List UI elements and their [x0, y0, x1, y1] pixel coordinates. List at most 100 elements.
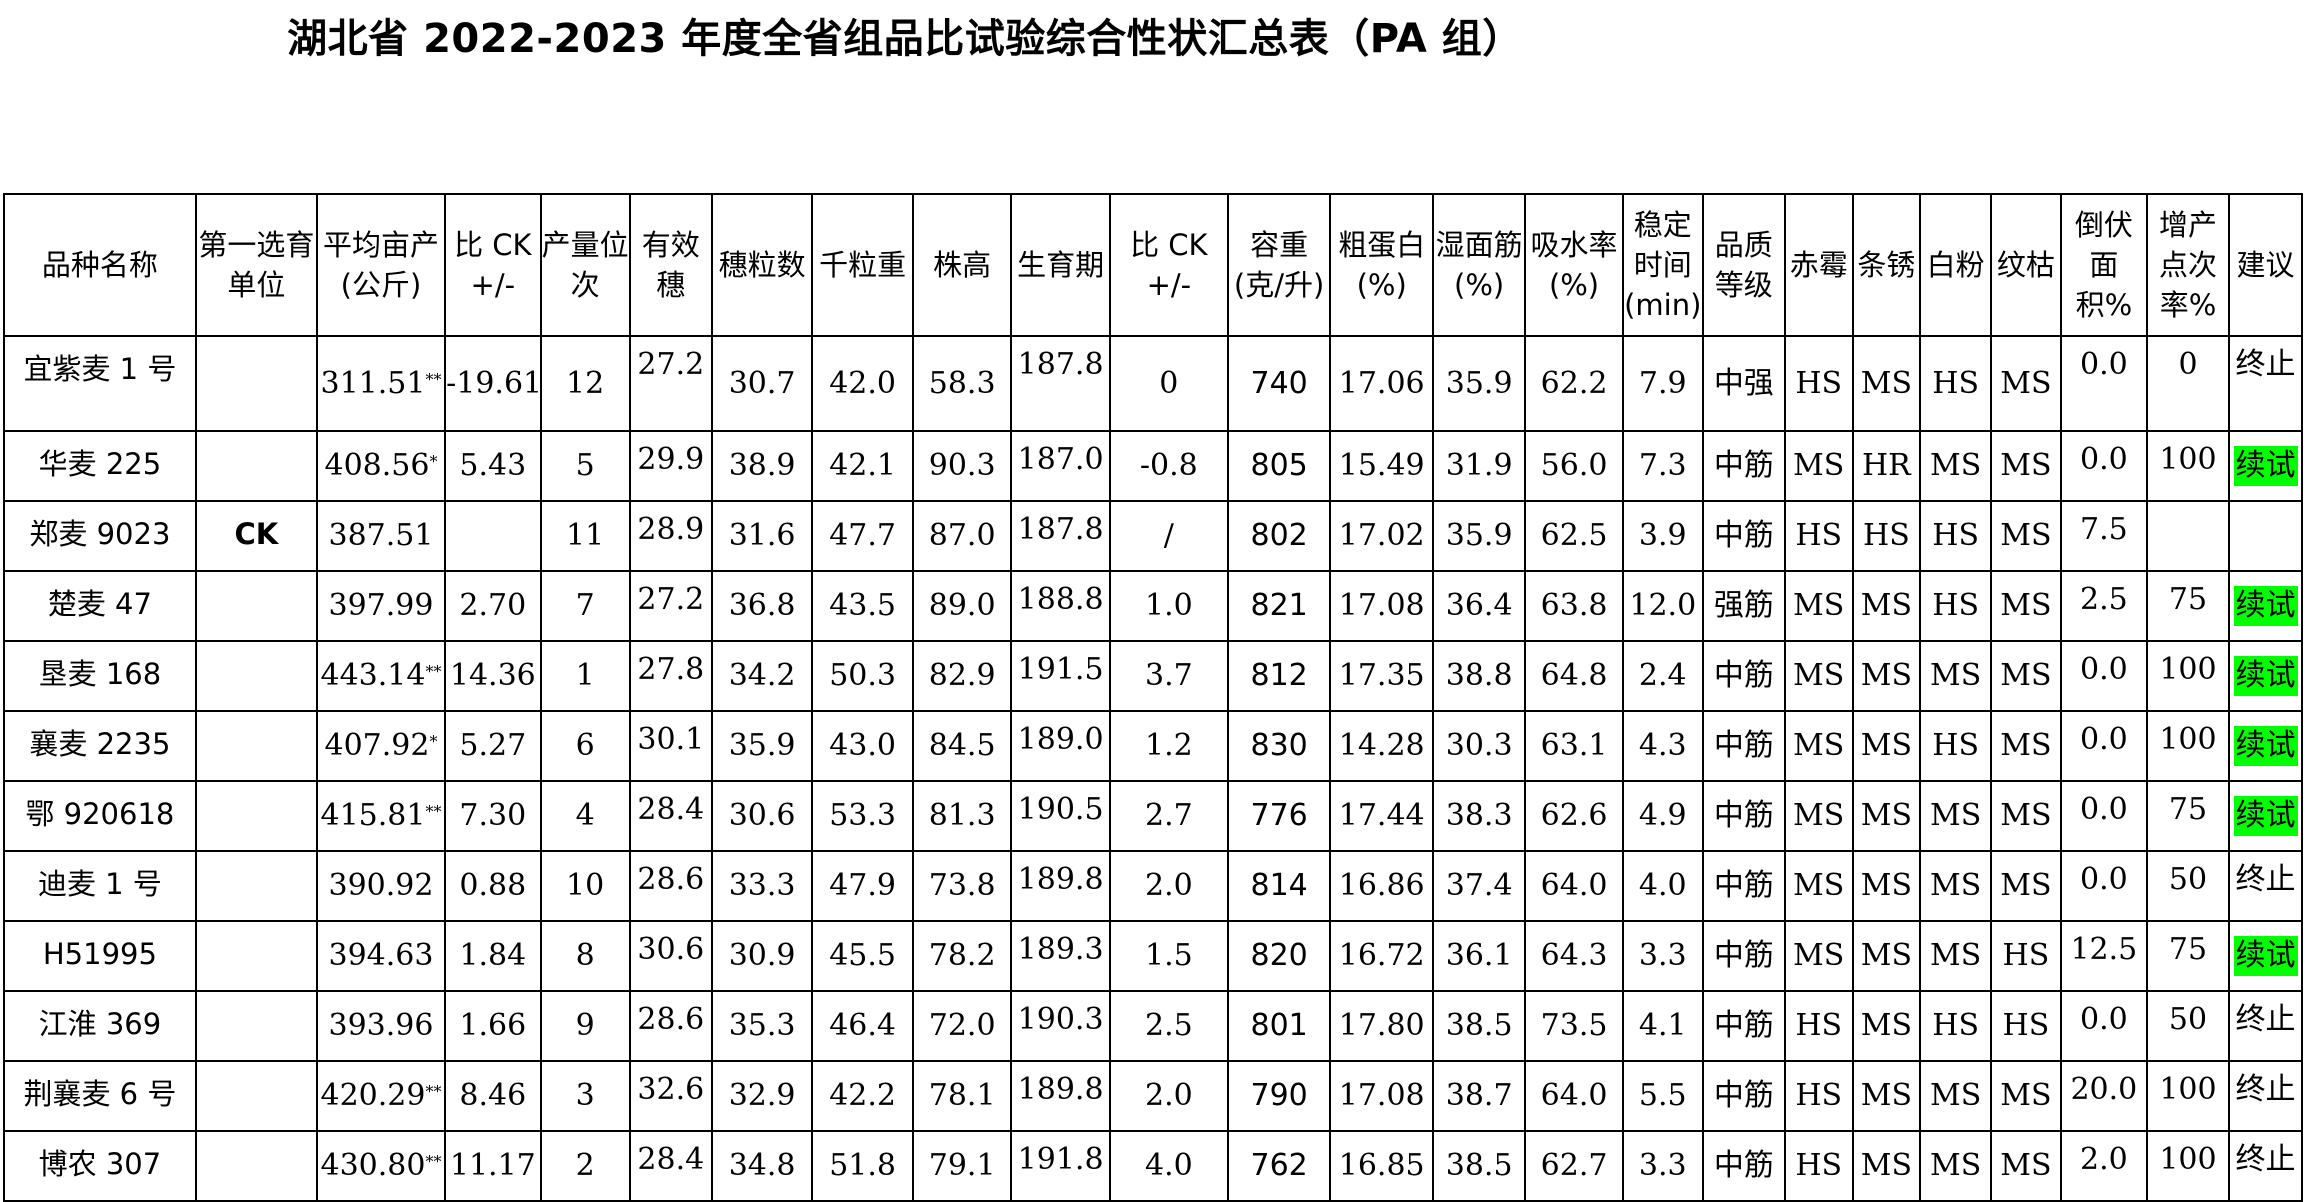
header-cell: 株高	[911, 193, 1013, 337]
period-diff-cell: 4.0	[1108, 1130, 1229, 1202]
unit-cell	[194, 335, 318, 432]
table-row: 楚麦 47 397.99 2.70 7 27.2 36.8 43.5 89.0 188.8 1.0…	[3, 570, 2303, 642]
significance-mark: **	[425, 1152, 442, 1171]
mildew-cell: MS	[1919, 850, 1993, 922]
header-cell: 增产点次率%	[2145, 193, 2231, 337]
lodge-cell: 0.0	[2059, 335, 2148, 432]
lodge-cell: 0.0	[2059, 850, 2148, 922]
table-body: 宜紫麦 1 号 311.51** -19.61 12 27.2 30.7 42.0 58.3 1…	[3, 335, 2303, 1202]
stable-cell: 4.0	[1621, 850, 1704, 922]
lodge-cell: 0.0	[2059, 430, 2148, 502]
yield-cell: 311.51**	[315, 335, 447, 432]
density-cell: 762	[1226, 1130, 1332, 1202]
sheath-cell: HS	[1990, 920, 2062, 992]
period-diff-cell: 1.5	[1108, 920, 1229, 992]
tkw-cell: 51.8	[811, 1130, 914, 1202]
header-cell: 容重(克/升)	[1226, 193, 1332, 337]
header-cell: 倒伏面积%	[2059, 193, 2148, 337]
table-row: 华麦 225 408.56* 5.43 5 29.9 38.9 42.1 90.3 187.0-…	[3, 430, 2303, 502]
increase-rate-cell: 100	[2145, 1060, 2231, 1132]
tkw-cell: 42.0	[811, 335, 914, 432]
absorb-cell: 63.1	[1524, 710, 1624, 782]
name-cell: 宜紫麦 1 号	[3, 335, 197, 432]
advice-cell: 续试	[2228, 430, 2303, 502]
tkw-cell: 42.2	[811, 1060, 914, 1132]
tkw-cell: 53.3	[811, 780, 914, 852]
yield-cell: 415.81**	[315, 780, 447, 852]
yield-diff-cell: 2.70	[444, 570, 542, 642]
scab-cell: HS	[1783, 1060, 1854, 1132]
unit-cell	[194, 430, 318, 502]
name-cell: 荆襄麦 6 号	[3, 1060, 197, 1132]
scab-cell: HS	[1783, 990, 1854, 1062]
advice-badge: 终止	[2235, 862, 2296, 897]
mildew-cell: HS	[1919, 335, 1993, 432]
header-cell: 建议	[2228, 193, 2303, 337]
lodge-cell: 12.5	[2059, 920, 2148, 992]
increase-rate-cell: 100	[2145, 430, 2231, 502]
significance-mark: **	[425, 1082, 442, 1101]
rust-cell: MS	[1851, 570, 1922, 642]
header-cell: 湿面筋(%)	[1431, 193, 1527, 337]
absorb-cell: 62.5	[1524, 500, 1624, 572]
spikes-cell: 27.2	[628, 335, 713, 432]
height-cell: 89.0	[911, 570, 1013, 642]
unit-cell	[194, 640, 318, 712]
increase-rate-cell: 75	[2145, 920, 2231, 992]
period-diff-cell: /	[1108, 500, 1229, 572]
grains-cell: 34.8	[710, 1130, 814, 1202]
absorb-cell: 62.7	[1524, 1130, 1624, 1202]
rust-cell: MS	[1851, 780, 1922, 852]
advice-badge: 终止	[2235, 347, 2296, 382]
name-cell: H51995	[3, 920, 197, 992]
spikes-cell: 28.6	[628, 990, 713, 1062]
gluten-cell: 38.7	[1431, 1060, 1527, 1132]
tkw-cell: 46.4	[811, 990, 914, 1062]
yield-diff-cell: 14.36	[444, 640, 542, 712]
header-cell: 生育期	[1010, 193, 1111, 337]
header-cell: 条锈	[1851, 193, 1922, 337]
yield-cell: 407.92*	[315, 710, 447, 782]
sheath-cell: MS	[1990, 570, 2062, 642]
yield-diff-cell: 1.84	[444, 920, 542, 992]
table-row: 江淮 369 393.96 1.66 9 28.6 35.3 46.4 72.0 190.3 2.…	[3, 990, 2303, 1062]
rust-cell: MS	[1851, 920, 1922, 992]
height-cell: 79.1	[911, 1130, 1013, 1202]
grade-cell: 中筋	[1701, 500, 1786, 572]
grains-cell: 31.6	[710, 500, 814, 572]
advice-badge: 续试	[2233, 796, 2298, 836]
stable-cell: 2.4	[1621, 640, 1704, 712]
name-cell: 郑麦 9023	[3, 500, 197, 572]
period-cell: 189.8	[1010, 850, 1111, 922]
period-diff-cell: 2.0	[1108, 1060, 1229, 1132]
rust-cell: MS	[1851, 335, 1922, 432]
grade-cell: 中筋	[1701, 1060, 1786, 1132]
grains-cell: 36.8	[710, 570, 814, 642]
yield-cell: 397.99	[315, 570, 447, 642]
lodge-cell: 7.5	[2059, 500, 2148, 572]
stable-cell: 12.0	[1621, 570, 1704, 642]
name-cell: 襄麦 2235	[3, 710, 197, 782]
rank-cell: 5	[539, 430, 631, 502]
density-cell: 814	[1226, 850, 1332, 922]
scab-cell: MS	[1783, 640, 1854, 712]
name-cell: 迪麦 1 号	[3, 850, 197, 922]
tkw-cell: 43.5	[811, 570, 914, 642]
height-cell: 58.3	[911, 335, 1013, 432]
table-row: 博农 307 430.80** 11.17 2 28.4 34.8 51.8 79.1 191.…	[3, 1130, 2303, 1202]
absorb-cell: 64.0	[1524, 1060, 1624, 1132]
gluten-cell: 36.4	[1431, 570, 1527, 642]
name-cell: 楚麦 47	[3, 570, 197, 642]
grade-cell: 强筋	[1701, 570, 1786, 642]
sheath-cell: MS	[1990, 500, 2062, 572]
gluten-cell: 38.3	[1431, 780, 1527, 852]
stable-cell: 3.3	[1621, 920, 1704, 992]
lodge-cell: 2.0	[2059, 1130, 2148, 1202]
density-cell: 790	[1226, 1060, 1332, 1132]
advice-cell: 终止	[2228, 850, 2303, 922]
absorb-cell: 64.8	[1524, 640, 1624, 712]
significance-mark: **	[425, 369, 442, 389]
protein-cell: 17.35	[1329, 640, 1434, 712]
sheath-cell: MS	[1990, 1060, 2062, 1132]
name-cell: 博农 307	[3, 1130, 197, 1202]
